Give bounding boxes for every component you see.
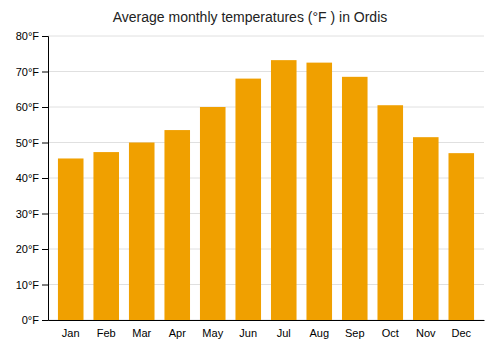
tick-mark xyxy=(42,214,48,215)
tick-label: Aug xyxy=(309,327,329,339)
tick-mark xyxy=(42,320,48,321)
tick-label: 70°F xyxy=(16,66,40,78)
chart: Jan Feb Mar Apr May Jun Jul Aug Sep Oct Nov Dec 0°F 1… xyxy=(0,0,500,350)
bar xyxy=(448,153,474,320)
tick: 40°F xyxy=(16,172,48,184)
bar xyxy=(342,77,368,320)
grid-line xyxy=(48,107,484,108)
tick: Jul xyxy=(277,327,291,339)
tick-label: 30°F xyxy=(16,208,40,220)
tick: 60°F xyxy=(16,101,48,113)
bar xyxy=(271,60,297,320)
tick-mark xyxy=(42,107,48,108)
tick-label: Mar xyxy=(132,327,151,339)
tick-mark xyxy=(42,143,48,144)
tick-label: Jul xyxy=(277,327,291,339)
tick: Nov xyxy=(416,327,436,339)
tick: Apr xyxy=(169,327,186,339)
tick: Aug xyxy=(309,327,329,339)
grid xyxy=(48,36,484,320)
bar xyxy=(129,143,155,321)
bar xyxy=(164,130,190,320)
plot: Jan Feb Mar Apr May Jun Jul Aug Sep Oct Nov Dec 0°F 1… xyxy=(16,30,485,339)
tick: Sep xyxy=(345,327,365,339)
tick: 50°F xyxy=(16,137,48,149)
tick: Jun xyxy=(239,327,257,339)
tick: 80°F xyxy=(16,30,48,42)
y-axis: 0°F 10°F 20°F 30°F 40°F 50°F 60°F 70°F 80°F xyxy=(16,30,49,326)
grid-line xyxy=(48,36,484,37)
tick-label: Oct xyxy=(382,327,399,339)
tick: Mar xyxy=(132,327,151,339)
axis-line xyxy=(49,320,485,321)
tick: Jan xyxy=(62,327,80,339)
title: Average monthly temperatures (°F ) in Or… xyxy=(113,9,388,25)
tick: 20°F xyxy=(16,243,48,255)
tick-label: May xyxy=(202,327,223,339)
bar xyxy=(200,107,226,320)
tick-label: Jan xyxy=(62,327,80,339)
tick-mark xyxy=(42,178,48,179)
tick: Dec xyxy=(451,327,471,339)
tick-label: 10°F xyxy=(16,279,40,291)
axis-line xyxy=(42,37,49,321)
tick-mark xyxy=(42,285,48,286)
tick: 10°F xyxy=(16,279,48,291)
tick-label: 40°F xyxy=(16,172,40,184)
tick-mark xyxy=(42,249,48,250)
bar xyxy=(413,137,439,320)
bar xyxy=(306,63,332,320)
tick-label: Nov xyxy=(416,327,436,339)
grid-line xyxy=(48,71,484,72)
tick: Oct xyxy=(382,327,399,339)
tick-label: Jun xyxy=(239,327,257,339)
tick-label: Dec xyxy=(451,327,471,339)
bar xyxy=(93,152,119,320)
bar xyxy=(58,158,84,320)
tick-label: Feb xyxy=(97,327,116,339)
x-axis: Jan Feb Mar Apr May Jun Jul Aug Sep Oct Nov Dec xyxy=(49,321,485,339)
tick-label: 60°F xyxy=(16,101,40,113)
bar xyxy=(235,79,261,320)
tick-label: 50°F xyxy=(16,137,40,149)
tick-label: Apr xyxy=(169,327,186,339)
tick: Feb xyxy=(97,327,116,339)
tick: 30°F xyxy=(16,208,48,220)
tick: May xyxy=(202,327,223,339)
bar xyxy=(377,105,403,320)
tick-label: Sep xyxy=(345,327,365,339)
tick: 0°F xyxy=(22,314,48,326)
tick-label: 0°F xyxy=(22,314,40,326)
tick: 70°F xyxy=(16,66,48,78)
tick-mark xyxy=(42,36,48,37)
tick-label: 80°F xyxy=(16,30,40,42)
tick-label: 20°F xyxy=(16,243,40,255)
bars xyxy=(58,60,474,320)
tick-mark xyxy=(42,72,48,73)
